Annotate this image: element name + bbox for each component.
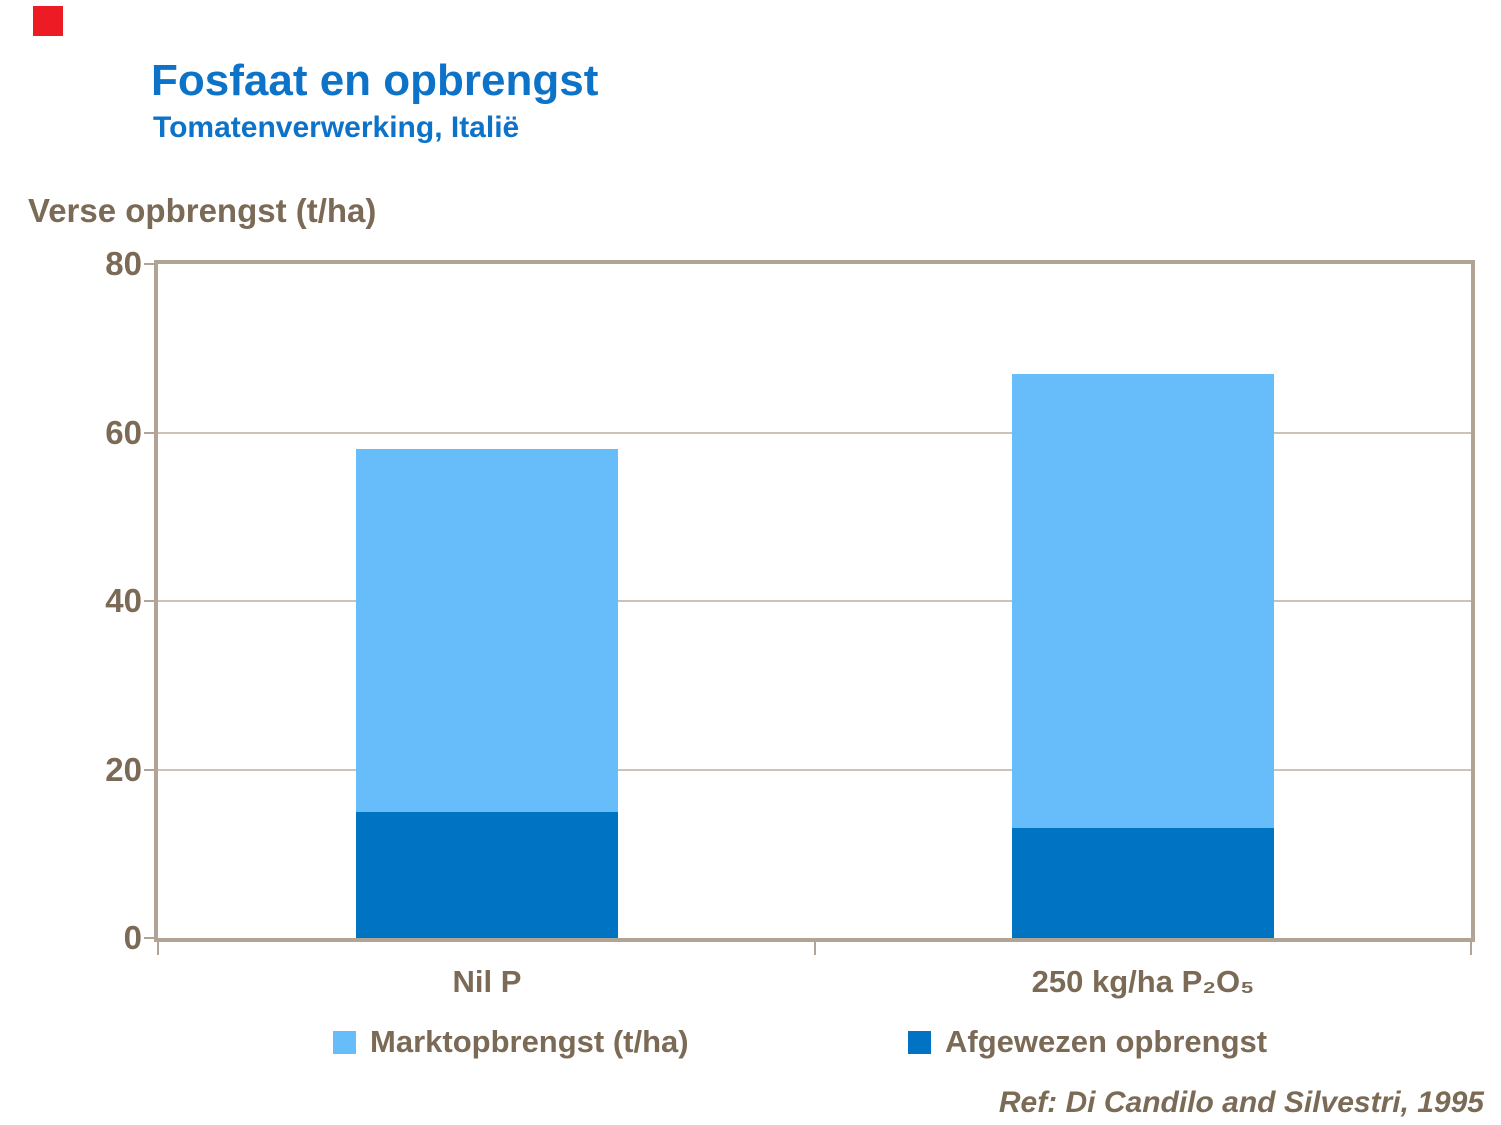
bar-250kgha-rejected-segment [1012, 828, 1274, 938]
y-tick-mark-0 [144, 937, 156, 939]
x-category-label-nil-p: Nil P [452, 964, 522, 999]
bar-nil-p-rejected-segment [356, 811, 618, 938]
y-tick-label-80: 80 [105, 245, 142, 282]
legend-label-marketable: Marktopbrengst (t/ha) [370, 1024, 689, 1059]
bar-nil-p [356, 449, 618, 938]
y-tick-label-0: 0 [123, 919, 142, 956]
y-tick-label-40: 40 [105, 582, 142, 619]
bar-250kgha-marketable-segment [1012, 373, 1274, 829]
gridline-20 [158, 768, 1471, 771]
y-tick-label-20: 20 [105, 750, 142, 788]
legend-item-marketable: Marktopbrengst (t/ha) [333, 1024, 689, 1060]
legend-swatch-marketable [333, 1030, 356, 1054]
y-tick-mark-60 [144, 431, 156, 434]
gridline-40 [158, 600, 1471, 602]
chart-subtitle: Tomatenverwerking, Italië [153, 111, 520, 144]
y-axis-title: Verse opbrengst (t/ha) [28, 192, 377, 229]
x-category-label-250kgha: 250 kg/ha P₂O₅ [1031, 964, 1255, 999]
reference-text: Ref: Di Candilo and Silvestri, 1995 [998, 1086, 1484, 1119]
x-tick-mark-0 [157, 942, 159, 955]
bar-250kgha [1012, 373, 1274, 938]
chart-title: Fosfaat en opbrengst [151, 56, 599, 105]
y-tick-mark-20 [144, 768, 156, 771]
y-tick-mark-80 [144, 263, 156, 265]
legend-label-rejected: Afgewezen opbrengst [945, 1024, 1268, 1059]
red-square-logo [33, 6, 63, 36]
y-tick-mark-40 [144, 600, 156, 602]
plot-area [154, 260, 1475, 942]
legend-item-rejected: Afgewezen opbrengst [908, 1024, 1267, 1060]
x-tick-mark-1 [813, 942, 816, 955]
legend-swatch-rejected [908, 1030, 931, 1054]
x-tick-mark-2 [1470, 942, 1472, 955]
gridline-60 [158, 431, 1471, 434]
y-tick-label-60: 60 [105, 413, 142, 451]
bar-nil-p-marketable-segment [356, 449, 618, 812]
